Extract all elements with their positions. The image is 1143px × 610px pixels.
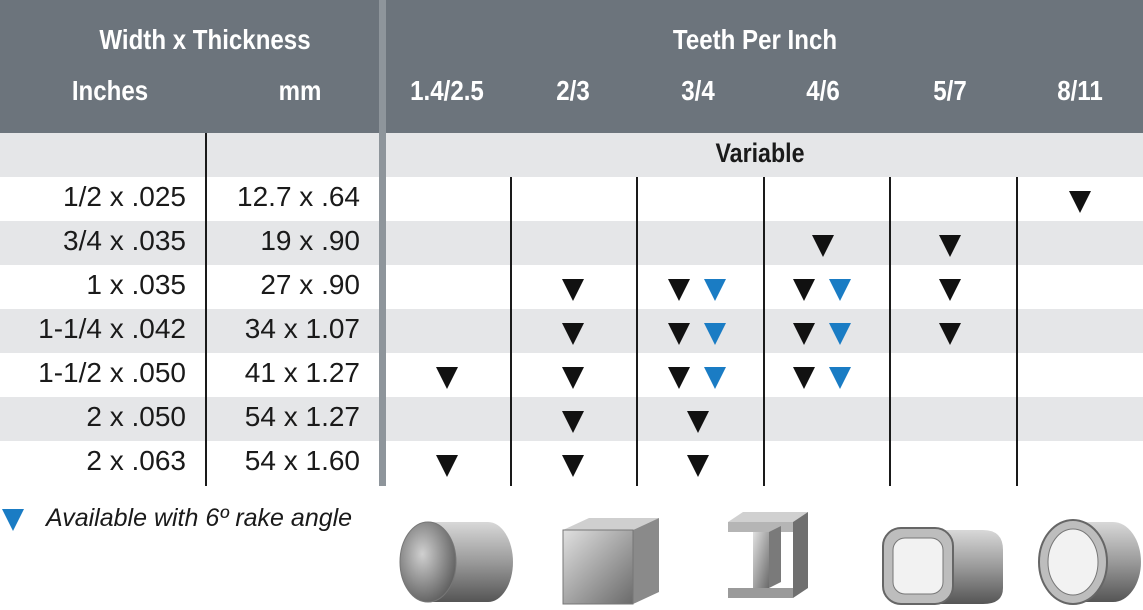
mm-cell: 34 x 1.07 <box>244 313 360 344</box>
black-triangle-icon <box>793 323 815 345</box>
tpi-column-header: 8/11 <box>1057 75 1103 106</box>
mm-cell: 27 x .90 <box>260 269 360 300</box>
inches-cell: 3/4 x .035 <box>63 225 186 256</box>
blue-triangle-icon <box>704 279 726 301</box>
black-triangle-icon <box>668 323 690 345</box>
column-divider <box>889 177 891 486</box>
inches-cell: 1/2 x .025 <box>63 181 186 212</box>
black-triangle-icon <box>562 455 584 477</box>
blue-triangle-icon <box>829 279 851 301</box>
section-separator-body <box>379 177 386 486</box>
inches-cell: 2 x .063 <box>86 445 186 476</box>
mm-cell: 41 x 1.27 <box>244 357 360 388</box>
black-triangle-icon <box>562 279 584 301</box>
variable-band <box>0 133 1143 177</box>
column-divider <box>510 177 512 486</box>
inches-cell: 1-1/2 x .050 <box>38 357 186 388</box>
inches-cell: 1 x .035 <box>86 269 186 300</box>
tpi-column-header: 5/7 <box>933 75 967 106</box>
column-divider <box>763 177 765 486</box>
black-triangle-icon <box>668 367 690 389</box>
blue-triangle-icon <box>704 367 726 389</box>
blue-triangle-icon <box>829 323 851 345</box>
black-triangle-icon <box>939 279 961 301</box>
black-triangle-icon <box>793 367 815 389</box>
column-divider <box>205 133 207 486</box>
black-triangle-icon <box>1069 191 1091 213</box>
black-triangle-icon <box>562 323 584 345</box>
round-tube-icon <box>1038 519 1141 605</box>
shape-illustrations <box>399 512 1141 605</box>
black-triangle-icon <box>687 411 709 433</box>
black-triangle-icon <box>939 323 961 345</box>
black-triangle-icon <box>687 455 709 477</box>
tpi-heading: Teeth Per Inch <box>672 24 838 55</box>
black-triangle-icon <box>939 235 961 257</box>
variable-label: Variable <box>715 138 805 168</box>
black-triangle-icon <box>562 367 584 389</box>
rectangular-tube-icon <box>882 527 1003 605</box>
legend-blue-triangle-icon <box>2 509 24 531</box>
tpi-column-header: 1.4/2.5 <box>410 75 484 106</box>
black-triangle-icon <box>793 279 815 301</box>
black-triangle-icon <box>436 367 458 389</box>
mm-cell: 54 x 1.27 <box>244 401 360 432</box>
width-thickness-heading: Width x Thickness <box>99 24 311 55</box>
blue-triangle-icon <box>829 367 851 389</box>
inches-heading: Inches <box>71 75 149 106</box>
column-divider <box>636 177 638 486</box>
mm-heading: mm <box>278 75 322 106</box>
black-triangle-icon <box>436 455 458 477</box>
black-triangle-icon <box>562 411 584 433</box>
solid-round-bar-icon <box>399 521 513 603</box>
section-separator-band <box>379 133 386 177</box>
solid-square-bar-icon <box>562 518 659 605</box>
tpi-column-header: 4/6 <box>806 75 840 106</box>
column-divider <box>1016 177 1018 486</box>
inches-cell: 1-1/4 x .042 <box>38 313 186 344</box>
mm-cell: 19 x .90 <box>260 225 360 256</box>
tpi-column-header: 3/4 <box>681 75 715 106</box>
black-triangle-icon <box>812 235 834 257</box>
tpi-column-header: 2/3 <box>556 75 590 106</box>
legend-text: Available with 6º rake angle <box>46 504 353 532</box>
black-triangle-icon <box>668 279 690 301</box>
inches-cell: 2 x .050 <box>86 401 186 432</box>
blue-triangle-icon <box>704 323 726 345</box>
table-header <box>0 0 1143 133</box>
i-beam-icon <box>728 512 808 598</box>
mm-cell: 54 x 1.60 <box>244 445 360 476</box>
mm-cell: 12.7 x .64 <box>237 181 360 212</box>
